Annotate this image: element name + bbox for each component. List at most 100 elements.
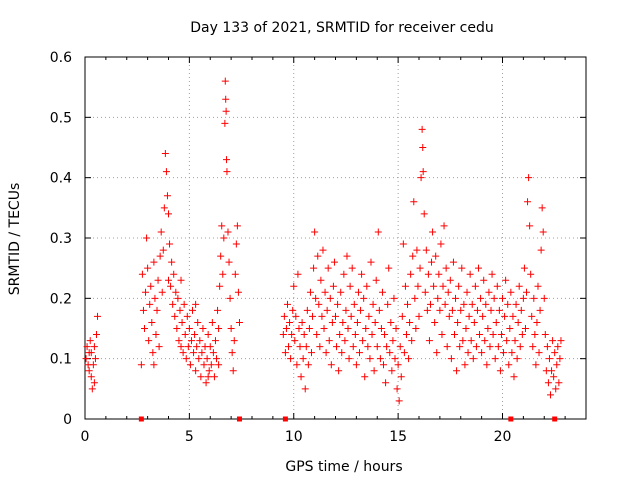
data-point bbox=[373, 343, 381, 351]
data-point bbox=[392, 325, 400, 332]
data-point bbox=[428, 258, 436, 266]
data-point bbox=[552, 385, 560, 393]
data-point bbox=[488, 270, 496, 278]
data-point bbox=[370, 367, 378, 375]
data-point bbox=[147, 282, 155, 290]
data-point bbox=[177, 343, 185, 351]
data-point bbox=[429, 228, 437, 236]
data-point bbox=[424, 270, 432, 278]
data-point bbox=[170, 270, 178, 278]
data-point bbox=[555, 379, 563, 387]
y-tick-label: 0.6 bbox=[50, 50, 72, 66]
data-point bbox=[497, 331, 505, 339]
data-point bbox=[310, 264, 318, 272]
data-point bbox=[419, 168, 427, 176]
data-point bbox=[496, 367, 504, 375]
data-point bbox=[366, 355, 374, 363]
data-point bbox=[531, 331, 539, 339]
data-point bbox=[493, 282, 501, 290]
data-point bbox=[527, 270, 535, 278]
data-point bbox=[515, 282, 523, 290]
data-point bbox=[318, 312, 326, 320]
data-point bbox=[453, 367, 461, 375]
data-point bbox=[516, 343, 524, 351]
data-point bbox=[90, 379, 98, 387]
data-point bbox=[324, 264, 332, 272]
data-point bbox=[233, 222, 241, 230]
data-point bbox=[445, 312, 453, 320]
data-point bbox=[446, 276, 454, 284]
data-point bbox=[193, 343, 201, 351]
data-point bbox=[412, 325, 420, 332]
data-point bbox=[142, 288, 150, 296]
data-point bbox=[87, 373, 95, 381]
data-point bbox=[192, 300, 200, 308]
data-point bbox=[283, 300, 291, 308]
x-axis-label: GPS time / hours bbox=[285, 459, 402, 475]
data-point bbox=[362, 325, 370, 332]
data-point bbox=[191, 331, 199, 339]
data-point bbox=[344, 325, 352, 332]
data-point bbox=[175, 337, 183, 345]
data-point bbox=[337, 288, 345, 296]
data-point bbox=[356, 349, 364, 357]
data-point bbox=[158, 288, 166, 296]
data-points bbox=[82, 77, 565, 405]
data-point bbox=[177, 276, 185, 284]
data-point bbox=[351, 331, 359, 339]
data-point bbox=[481, 337, 489, 345]
y-tick-labels: 0 0.1 0.2 0.3 0.4 0.5 0.6 bbox=[50, 50, 72, 428]
data-point bbox=[449, 258, 457, 266]
data-point bbox=[198, 349, 206, 357]
data-point bbox=[223, 156, 231, 164]
data-point bbox=[528, 312, 536, 320]
data-point bbox=[203, 355, 211, 363]
data-point bbox=[554, 343, 562, 351]
data-point bbox=[472, 343, 480, 351]
data-point bbox=[156, 252, 164, 260]
data-point bbox=[444, 288, 452, 296]
data-point bbox=[338, 349, 346, 357]
data-point bbox=[347, 312, 355, 320]
data-point bbox=[521, 325, 529, 332]
plot-frame bbox=[84, 56, 587, 420]
data-point bbox=[384, 300, 392, 308]
data-point bbox=[425, 337, 433, 345]
data-point bbox=[502, 276, 510, 284]
data-point bbox=[221, 119, 229, 127]
data-point bbox=[320, 325, 328, 332]
data-point bbox=[361, 373, 369, 381]
data-point bbox=[294, 270, 302, 278]
data-point bbox=[533, 318, 541, 326]
data-point bbox=[478, 349, 486, 357]
data-point bbox=[547, 391, 555, 399]
data-point bbox=[503, 337, 511, 345]
data-point bbox=[92, 331, 100, 339]
data-point bbox=[85, 367, 93, 375]
data-point bbox=[474, 264, 482, 272]
data-point bbox=[401, 282, 409, 290]
data-point bbox=[290, 282, 298, 290]
data-point bbox=[432, 252, 440, 260]
data-point bbox=[375, 306, 383, 314]
data-point bbox=[302, 343, 310, 351]
data-point bbox=[173, 325, 181, 332]
data-point bbox=[455, 282, 463, 290]
y-tick-label: 0.3 bbox=[50, 231, 72, 247]
data-point bbox=[411, 294, 419, 302]
data-point bbox=[484, 325, 492, 332]
gap-marker bbox=[552, 416, 558, 422]
data-point bbox=[520, 264, 528, 272]
data-point bbox=[476, 331, 484, 339]
data-point bbox=[172, 288, 180, 296]
data-point bbox=[216, 282, 224, 290]
data-point bbox=[374, 228, 382, 236]
data-point bbox=[215, 325, 223, 332]
data-point bbox=[186, 361, 194, 369]
data-point bbox=[152, 331, 160, 339]
data-point bbox=[500, 349, 508, 357]
data-point bbox=[430, 282, 438, 290]
data-point bbox=[544, 379, 552, 387]
data-point bbox=[174, 294, 182, 302]
